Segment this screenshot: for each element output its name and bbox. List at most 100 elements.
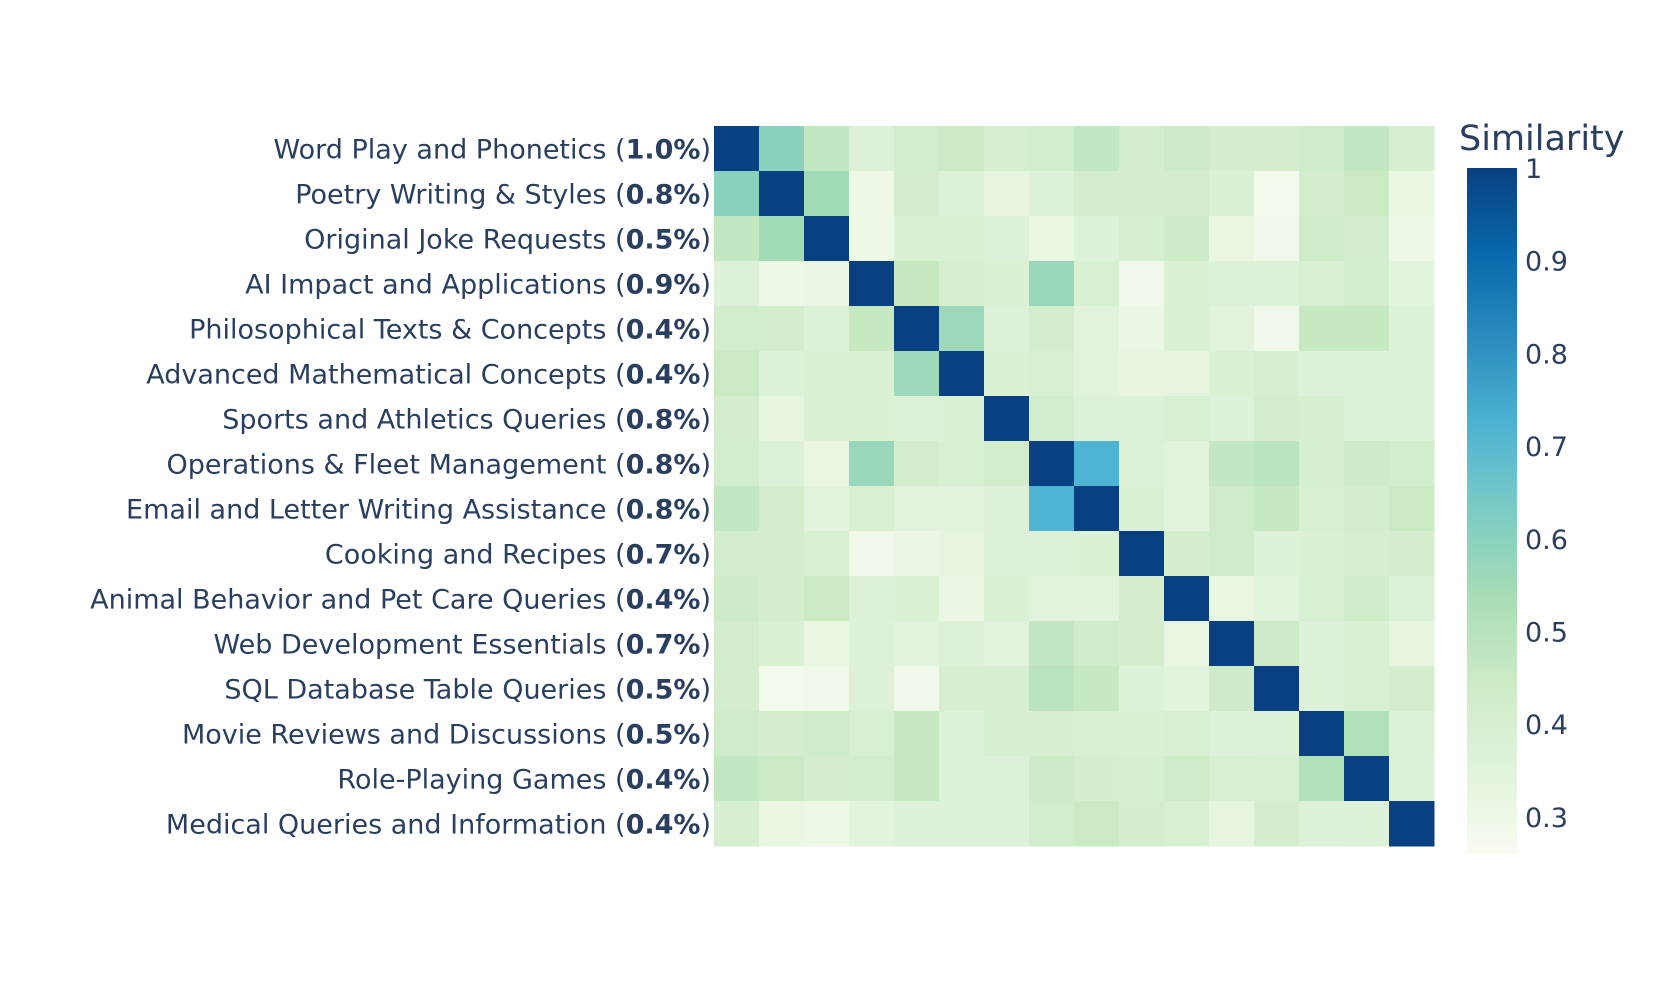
heatmap-cell	[1164, 486, 1210, 532]
heatmap-cell	[984, 486, 1030, 532]
row-label-text: SQL Database Table Queries (	[224, 675, 625, 706]
row-label-text: Operations & Fleet Management (	[167, 450, 626, 481]
heatmap-cell	[984, 351, 1030, 397]
heatmap-cell	[759, 396, 805, 442]
heatmap-cell	[1389, 216, 1435, 262]
heatmap-cell	[1344, 261, 1390, 307]
heatmap-cell	[849, 396, 895, 442]
heatmap-cell	[1164, 711, 1210, 757]
heatmap-cell	[894, 621, 940, 667]
heatmap-cell	[894, 126, 940, 172]
heatmap-cell	[759, 666, 805, 712]
row-label-text: Web Development Essentials (	[214, 630, 626, 661]
colorbar-tick-label: 0.5	[1525, 618, 1568, 649]
row-label-share: 0.4%	[626, 585, 701, 616]
heatmap-cell	[714, 531, 760, 577]
heatmap-cell	[1389, 306, 1435, 352]
heatmap-cell	[1074, 531, 1120, 577]
heatmap-cell	[1164, 396, 1210, 442]
row-label-text: Philosophical Texts & Concepts (	[189, 315, 625, 346]
heatmap-cell	[939, 306, 985, 352]
heatmap-cell	[939, 621, 985, 667]
heatmap-cell	[1299, 801, 1345, 847]
colorbar-tick-label: 0.7	[1525, 432, 1568, 463]
row-label-text: Role-Playing Games (	[337, 765, 625, 796]
row-label: Poetry Writing & Styles (0.8%)	[295, 180, 711, 211]
heatmap-cell	[1074, 666, 1120, 712]
row-label-close: )	[700, 540, 711, 571]
heatmap-cells	[714, 126, 1435, 847]
heatmap-cell	[1299, 261, 1345, 307]
row-label-text: Movie Reviews and Discussions (	[182, 720, 626, 751]
heatmap-cell	[1299, 576, 1345, 622]
heatmap-cell	[1029, 171, 1075, 217]
heatmap-cell	[804, 306, 850, 352]
heatmap-cell	[1074, 801, 1120, 847]
heatmap-cell	[849, 261, 895, 307]
row-label-share: 0.5%	[626, 720, 701, 751]
heatmap-cell	[1254, 486, 1300, 532]
row-label: AI Impact and Applications (0.9%)	[245, 270, 711, 301]
heatmap-cell	[1164, 531, 1210, 577]
heatmap-cell	[804, 711, 850, 757]
heatmap-cell	[714, 261, 760, 307]
heatmap-cell	[1209, 126, 1255, 172]
heatmap-cell	[1164, 621, 1210, 667]
heatmap-cell	[1389, 576, 1435, 622]
heatmap-cell	[1029, 261, 1075, 307]
heatmap-cell	[1164, 261, 1210, 307]
heatmap-cell	[1254, 126, 1300, 172]
heatmap-cell	[1389, 756, 1435, 802]
row-label-text: Advanced Mathematical Concepts (	[146, 360, 625, 391]
heatmap-cell	[939, 531, 985, 577]
heatmap-cell	[849, 531, 895, 577]
colorbar-ticks: 1 0.9 0.8 0.7 0.6 0.5 0.4 0.3	[1525, 154, 1568, 834]
heatmap-cell	[759, 756, 805, 802]
heatmap-cell	[1389, 486, 1435, 532]
heatmap-cell	[1389, 126, 1435, 172]
heatmap-cell	[1389, 801, 1435, 847]
row-label-text: Original Joke Requests (	[304, 225, 625, 256]
row-label-text: AI Impact and Applications (	[245, 270, 625, 301]
row-label-text: Sports and Athletics Queries (	[222, 405, 625, 436]
heatmap-cell	[894, 216, 940, 262]
heatmap-cell	[894, 351, 940, 397]
row-label: Cooking and Recipes (0.7%)	[325, 540, 711, 571]
heatmap-cell	[984, 531, 1030, 577]
heatmap-cell	[1254, 306, 1300, 352]
heatmap-cell	[1344, 531, 1390, 577]
heatmap-cell	[1254, 666, 1300, 712]
heatmap-cell	[804, 396, 850, 442]
heatmap-cell	[1344, 216, 1390, 262]
heatmap-cell	[1299, 711, 1345, 757]
row-label: Philosophical Texts & Concepts (0.4%)	[189, 315, 711, 346]
heatmap-cell	[894, 531, 940, 577]
heatmap-cell	[1254, 441, 1300, 487]
heatmap-cell	[894, 576, 940, 622]
heatmap-cell	[939, 261, 985, 307]
heatmap-cell	[1029, 576, 1075, 622]
heatmap-cell	[1164, 216, 1210, 262]
heatmap-cell	[1119, 711, 1165, 757]
heatmap-cell	[1119, 351, 1165, 397]
heatmap-cell	[1074, 396, 1120, 442]
heatmap-cell	[849, 306, 895, 352]
heatmap-cell	[714, 171, 760, 217]
row-label: Original Joke Requests (0.5%)	[304, 225, 711, 256]
heatmap-cell	[759, 441, 805, 487]
heatmap-cell	[1209, 621, 1255, 667]
heatmap-cell	[1299, 171, 1345, 217]
heatmap-cell	[894, 306, 940, 352]
heatmap-cell	[804, 261, 850, 307]
heatmap-cell	[1029, 216, 1075, 262]
heatmap-cell	[1299, 216, 1345, 262]
row-label-close: )	[700, 675, 711, 706]
heatmap-cell	[1209, 351, 1255, 397]
heatmap-cell	[759, 621, 805, 667]
heatmap-cell	[1119, 396, 1165, 442]
heatmap-cell	[804, 801, 850, 847]
row-label-share: 0.7%	[626, 630, 701, 661]
heatmap-cell	[1074, 486, 1120, 532]
row-label-text: Word Play and Phonetics (	[274, 135, 626, 166]
row-label-close: )	[700, 180, 711, 211]
